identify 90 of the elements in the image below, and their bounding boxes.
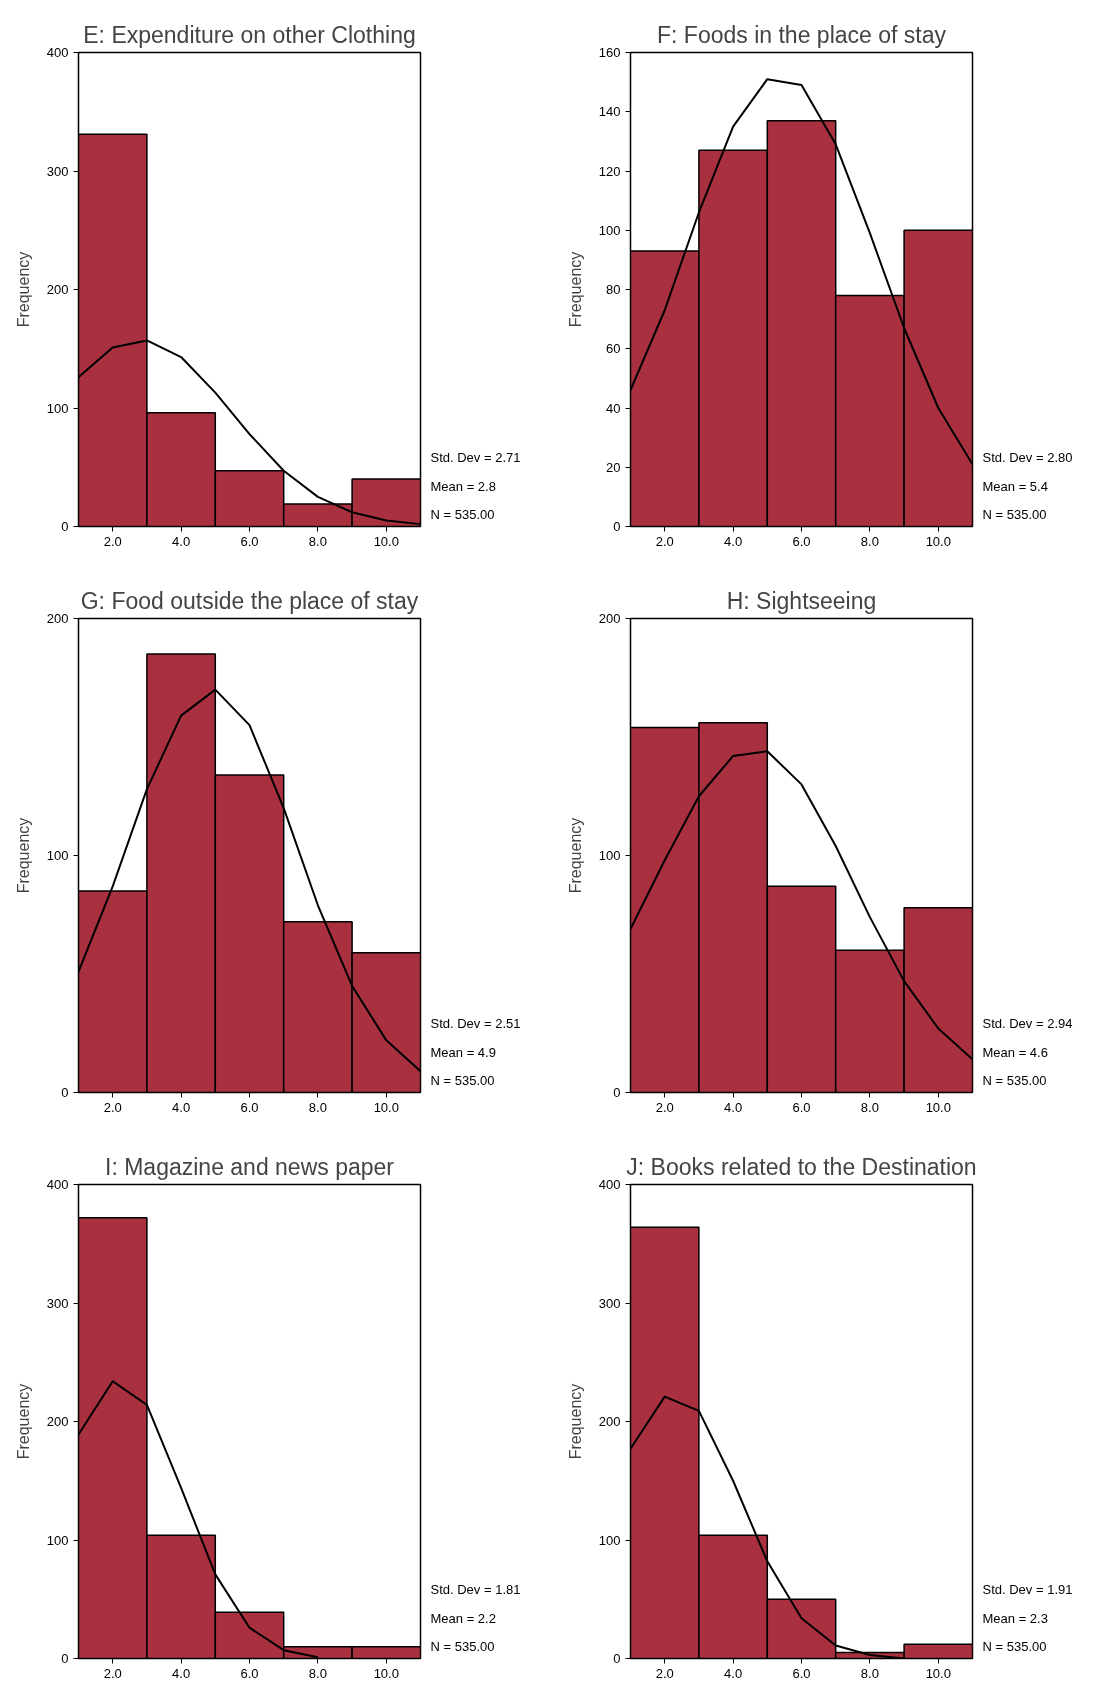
text: Std. Dev = 1.81 <box>430 1582 521 1598</box>
y-tick-label: 400 <box>598 1177 621 1192</box>
y-tick-label: 100 <box>46 1532 69 1548</box>
x-tick-label: 6.0 <box>792 1665 811 1681</box>
y-tick-label: 100 <box>46 400 69 416</box>
x-tick-label: 6.0 <box>792 1099 811 1115</box>
text: Std. Dev = 2.94 <box>982 1016 1073 1032</box>
chart-title: J: Books related to the Destination <box>626 1153 977 1180</box>
x-tick-label: 10.0 <box>925 1099 951 1115</box>
chart-title: G: Food outside the place of stay <box>80 587 419 614</box>
text: Std. Dev = 2.51 <box>430 1016 521 1032</box>
y-tick-label: 0 <box>61 519 69 534</box>
y-axis-title: Frequency <box>14 817 32 894</box>
y-tick-label: 0 <box>613 1651 621 1666</box>
y-tick-label: 100 <box>598 222 621 238</box>
text: Mean = 4.9 <box>430 1044 496 1060</box>
text: Std. Dev = 1.91 <box>982 1582 1073 1598</box>
text: N = 535.00 <box>430 1639 495 1655</box>
x-tick-label: 8.0 <box>860 1099 879 1115</box>
x-tick-label: 8.0 <box>308 1099 327 1115</box>
x-tick-label: 4.0 <box>724 1099 743 1115</box>
text: N = 535.00 <box>430 1073 495 1089</box>
chart-title: E: Expenditure on other Clothing <box>83 21 416 48</box>
y-tick-label: 0 <box>613 1085 621 1100</box>
x-tick-label: 8.0 <box>860 1665 879 1681</box>
y-tick-label: 160 <box>598 45 621 60</box>
y-tick-label: 200 <box>46 1414 69 1429</box>
y-tick-label: 80 <box>606 282 621 297</box>
y-tick-label: 40 <box>606 400 621 416</box>
y-tick-label: 100 <box>598 848 621 863</box>
text: N = 535.00 <box>982 1639 1047 1655</box>
x-tick-label: 4.0 <box>724 533 743 549</box>
y-axis-title: Frequency <box>566 817 584 894</box>
text: Std. Dev = 2.80 <box>982 450 1073 466</box>
x-tick-label: 6.0 <box>792 533 811 549</box>
x-tick-label: 10.0 <box>373 533 399 549</box>
x-tick-label: 2.0 <box>655 533 674 549</box>
y-tick-label: 100 <box>598 1532 621 1548</box>
text: N = 535.00 <box>982 507 1047 523</box>
y-tick-label: 200 <box>46 282 69 297</box>
text: Mean = 2.8 <box>430 478 496 494</box>
text: N = 535.00 <box>430 507 495 523</box>
x-tick-label: 10.0 <box>925 1665 951 1681</box>
x-tick-label: 10.0 <box>373 1665 399 1681</box>
y-axis-title: Frequency <box>14 1383 32 1460</box>
x-tick-label: 2.0 <box>103 1099 122 1115</box>
x-tick-label: 8.0 <box>308 533 327 549</box>
text: Mean = 2.3 <box>982 1610 1048 1626</box>
y-tick-label: 300 <box>46 163 69 179</box>
x-tick-label: 4.0 <box>724 1665 743 1681</box>
x-tick-label: 2.0 <box>103 1665 122 1681</box>
x-tick-label: 2.0 <box>655 1099 674 1115</box>
y-tick-label: 200 <box>46 611 69 626</box>
x-tick-label: 8.0 <box>860 533 879 549</box>
x-tick-label: 4.0 <box>172 1099 191 1115</box>
y-tick-label: 60 <box>606 341 621 357</box>
y-tick-label: 200 <box>598 1414 621 1429</box>
x-tick-label: 4.0 <box>172 533 191 549</box>
chart-title: H: Sightseeing <box>726 587 877 614</box>
y-tick-label: 20 <box>606 459 621 475</box>
y-tick-label: 120 <box>598 163 621 179</box>
x-tick-label: 10.0 <box>373 1099 399 1115</box>
y-tick-label: 0 <box>61 1651 69 1666</box>
x-tick-label: 2.0 <box>655 1665 674 1681</box>
text: Std. Dev = 2.71 <box>430 450 521 466</box>
y-tick-label: 0 <box>61 1085 69 1100</box>
y-tick-label: 300 <box>598 1295 621 1311</box>
x-tick-label: 2.0 <box>103 533 122 549</box>
x-tick-label: 6.0 <box>240 1665 259 1681</box>
x-tick-label: 6.0 <box>240 1099 259 1115</box>
y-axis-title: Frequency <box>566 251 584 328</box>
x-tick-label: 6.0 <box>240 533 259 549</box>
text: N = 535.00 <box>982 1073 1047 1089</box>
text: Mean = 5.4 <box>982 478 1048 494</box>
text: Mean = 2.2 <box>430 1610 496 1626</box>
x-tick-label: 8.0 <box>308 1665 327 1681</box>
y-tick-label: 0 <box>613 519 621 534</box>
y-tick-label: 300 <box>46 1295 69 1311</box>
y-tick-label: 100 <box>46 848 69 863</box>
y-tick-label: 400 <box>46 1177 69 1192</box>
y-axis-title: Frequency <box>566 1383 584 1460</box>
x-tick-label: 10.0 <box>925 533 951 549</box>
y-tick-label: 200 <box>598 611 621 626</box>
chart-title: F: Foods in the place of stay <box>657 21 947 48</box>
y-tick-label: 140 <box>598 104 621 120</box>
text: Mean = 4.6 <box>982 1044 1048 1060</box>
y-axis-title: Frequency <box>14 251 32 328</box>
x-tick-label: 4.0 <box>172 1665 191 1681</box>
chart-title: I: Magazine and news paper <box>105 1153 395 1180</box>
y-tick-label: 400 <box>46 45 69 60</box>
